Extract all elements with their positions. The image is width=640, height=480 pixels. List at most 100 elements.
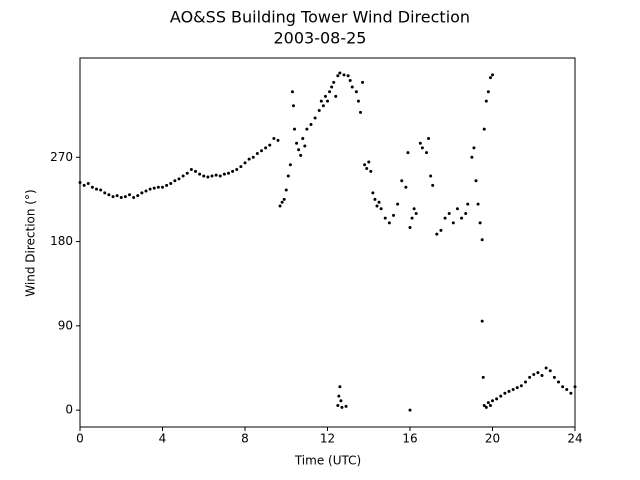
point bbox=[447, 211, 451, 215]
point bbox=[519, 384, 523, 388]
point bbox=[408, 226, 412, 230]
point bbox=[260, 149, 263, 153]
point bbox=[565, 388, 569, 392]
point bbox=[227, 171, 230, 175]
point bbox=[488, 403, 492, 407]
point bbox=[396, 202, 400, 206]
point bbox=[251, 155, 255, 159]
point bbox=[136, 194, 140, 198]
point bbox=[280, 200, 284, 204]
x-tick-label: 0 bbox=[76, 432, 84, 446]
point bbox=[278, 204, 282, 208]
point bbox=[377, 200, 381, 204]
point bbox=[247, 157, 251, 161]
point bbox=[330, 85, 334, 89]
y-axis-label: Wind Direction (°) bbox=[24, 189, 38, 296]
point bbox=[231, 169, 235, 173]
point bbox=[482, 403, 486, 407]
point bbox=[476, 202, 480, 206]
point bbox=[321, 104, 325, 108]
point bbox=[528, 375, 532, 379]
point bbox=[511, 388, 515, 392]
point bbox=[544, 366, 548, 370]
point bbox=[268, 143, 272, 147]
point bbox=[359, 110, 362, 114]
point bbox=[371, 191, 375, 195]
point bbox=[548, 369, 552, 373]
point bbox=[406, 151, 410, 155]
point bbox=[460, 216, 464, 220]
point bbox=[95, 187, 98, 191]
point bbox=[342, 73, 346, 77]
point bbox=[301, 137, 305, 141]
point bbox=[111, 195, 115, 199]
point bbox=[356, 99, 360, 103]
point bbox=[140, 191, 144, 195]
point bbox=[317, 108, 321, 112]
point bbox=[387, 221, 391, 225]
point bbox=[239, 165, 243, 169]
point bbox=[291, 104, 295, 108]
x-tick-label: 8 bbox=[241, 432, 249, 446]
point bbox=[99, 188, 103, 192]
point bbox=[435, 232, 439, 236]
point bbox=[486, 401, 490, 405]
point bbox=[185, 171, 189, 175]
point bbox=[338, 385, 342, 389]
point bbox=[119, 196, 123, 200]
point bbox=[354, 90, 358, 94]
point bbox=[427, 137, 431, 141]
point bbox=[425, 151, 428, 155]
point bbox=[103, 191, 107, 195]
point bbox=[470, 155, 474, 159]
x-tick-label: 16 bbox=[402, 432, 417, 446]
point bbox=[293, 127, 296, 131]
point bbox=[297, 148, 301, 152]
point bbox=[282, 197, 286, 201]
point bbox=[337, 394, 341, 398]
point bbox=[161, 185, 164, 189]
x-tick-label: 4 bbox=[159, 432, 167, 446]
point bbox=[152, 186, 156, 190]
point bbox=[369, 169, 373, 173]
point bbox=[365, 167, 369, 171]
point bbox=[334, 94, 338, 98]
point bbox=[340, 405, 344, 409]
point bbox=[350, 85, 354, 89]
point bbox=[400, 179, 404, 183]
point bbox=[552, 375, 556, 379]
point bbox=[464, 211, 468, 215]
point bbox=[332, 80, 336, 84]
point bbox=[144, 189, 148, 193]
chart-subtitle: 2003-08-25 bbox=[274, 29, 367, 48]
point bbox=[540, 373, 544, 377]
point bbox=[412, 207, 416, 211]
plot-frame bbox=[79, 57, 576, 428]
point bbox=[288, 163, 292, 167]
x-tick-label: 12 bbox=[320, 432, 335, 446]
point bbox=[474, 179, 478, 183]
point bbox=[429, 174, 433, 178]
point bbox=[290, 90, 294, 94]
point bbox=[472, 146, 476, 150]
point bbox=[515, 386, 519, 390]
point bbox=[507, 389, 511, 393]
point bbox=[410, 216, 414, 220]
point bbox=[264, 146, 268, 150]
point bbox=[303, 144, 307, 148]
point bbox=[481, 375, 485, 379]
point bbox=[379, 207, 383, 211]
point bbox=[455, 207, 459, 211]
point bbox=[491, 73, 494, 77]
point bbox=[86, 181, 90, 185]
point bbox=[557, 380, 560, 384]
point bbox=[313, 116, 317, 120]
point bbox=[198, 172, 202, 176]
point bbox=[495, 397, 499, 401]
point bbox=[361, 80, 365, 84]
point bbox=[532, 373, 536, 377]
point bbox=[443, 216, 447, 220]
point bbox=[326, 99, 329, 103]
point bbox=[177, 177, 181, 181]
